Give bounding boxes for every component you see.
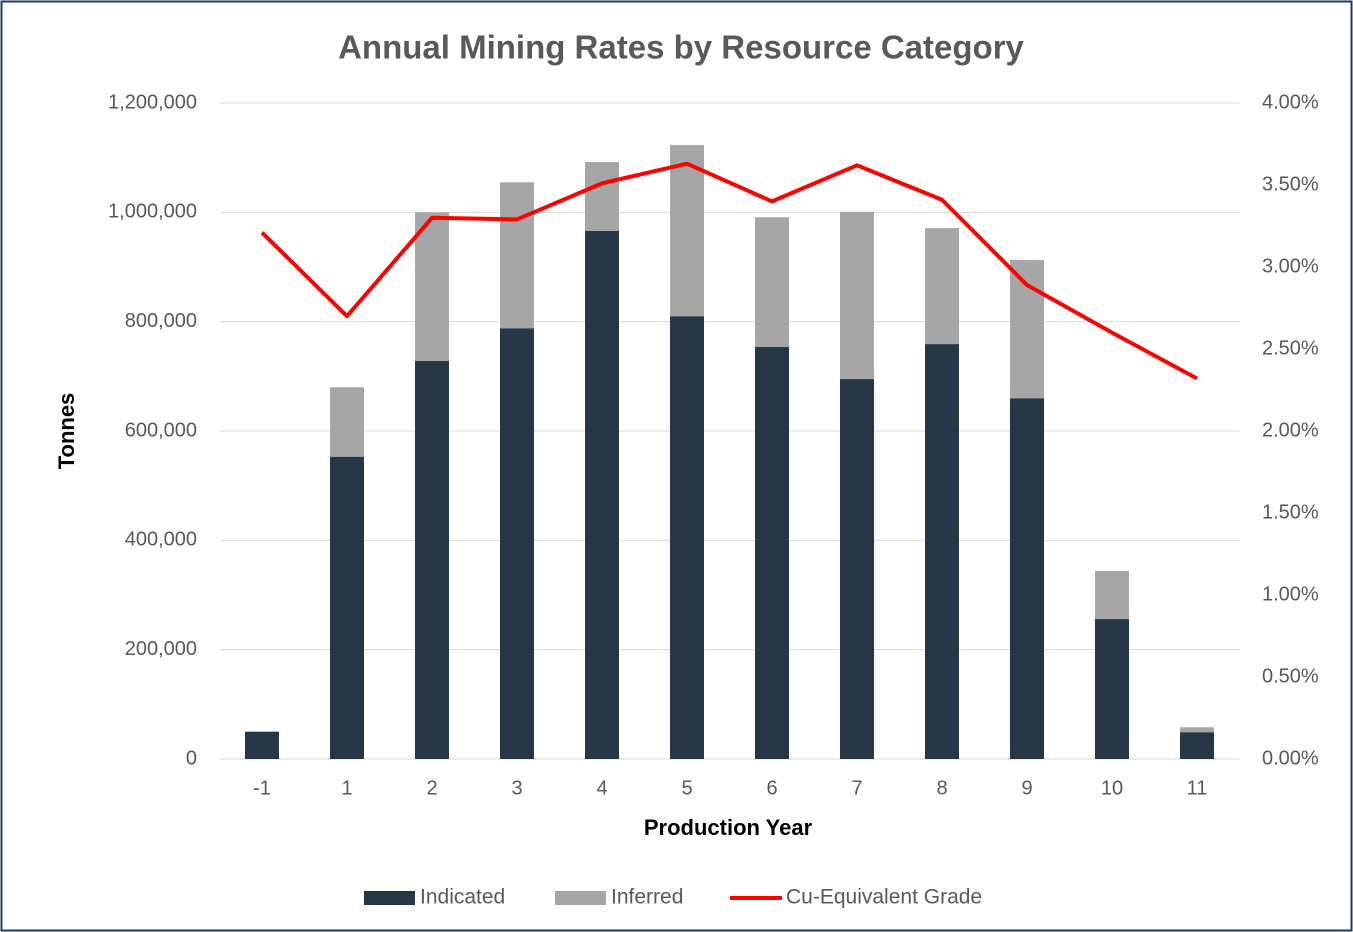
- bar: [755, 217, 789, 347]
- x-tick-label: 6: [766, 777, 777, 799]
- y2-tick-label: 0.50%: [1262, 665, 1319, 687]
- bar: [1180, 727, 1214, 733]
- bar: [840, 379, 874, 759]
- y2-tick-label: 0.00%: [1262, 747, 1319, 769]
- y2-tick-label: 2.00%: [1262, 419, 1319, 441]
- x-tick-label: 11: [1187, 777, 1208, 799]
- y2-tick-label: 1.50%: [1262, 501, 1319, 523]
- y2-tick-label: 3.50%: [1262, 173, 1319, 195]
- bar: [330, 387, 364, 457]
- x-tick-label: -1: [253, 777, 271, 799]
- bar: [415, 212, 449, 362]
- x-tick-label: 5: [681, 777, 692, 799]
- bar: [415, 361, 449, 759]
- y2-tick-label: 3.00%: [1262, 255, 1319, 277]
- y-tick-label: 200,000: [125, 638, 197, 660]
- y-tick-label: 1,000,000: [108, 201, 197, 223]
- y2-tick-label: 2.50%: [1262, 337, 1319, 359]
- bar: [925, 344, 959, 759]
- legend-label: Indicated: [420, 886, 505, 909]
- bar: [500, 328, 534, 759]
- y-tick-label: 600,000: [125, 419, 197, 441]
- bar: [1010, 398, 1044, 759]
- x-tick-label: 4: [596, 777, 607, 799]
- y-tick-label: 400,000: [125, 529, 197, 551]
- x-tick-label: 1: [341, 777, 352, 799]
- bar: [925, 228, 959, 345]
- bar: [585, 162, 619, 231]
- bar: [500, 182, 534, 329]
- bar: [1010, 259, 1044, 399]
- x-tick-label: 7: [851, 777, 862, 799]
- bar: [330, 456, 364, 759]
- x-tick-label: 2: [426, 777, 437, 799]
- bar: [1095, 570, 1129, 620]
- chart-title: Annual Mining Rates by Resource Category: [338, 29, 1024, 66]
- y-tick-label: 800,000: [125, 310, 197, 332]
- bar: [840, 211, 874, 380]
- y-tick-label: 1,200,000: [108, 91, 197, 113]
- legend-swatch: [555, 891, 606, 905]
- y-tick-label: 0: [186, 747, 197, 769]
- bar: [755, 346, 789, 759]
- bar: [670, 145, 704, 317]
- bar: [1180, 732, 1214, 759]
- bar: [585, 230, 619, 760]
- bar: [1095, 619, 1129, 759]
- x-tick-label: 8: [936, 777, 947, 799]
- legend: Indicated Inferred Cu-Equivalent Grade: [364, 886, 982, 909]
- x-tick-label: 9: [1021, 777, 1032, 799]
- bar: [670, 316, 704, 759]
- bar: [245, 731, 279, 759]
- x-tick-label: 10: [1101, 777, 1123, 799]
- grade-line: [260, 161, 1198, 381]
- y2-tick-label: 4.00%: [1262, 91, 1319, 113]
- y-axis-title: Tonnes: [54, 393, 79, 470]
- legend-label: Cu-Equivalent Grade: [786, 886, 982, 909]
- legend-label: Inferred: [611, 886, 683, 909]
- y2-tick-label: 1.00%: [1262, 583, 1319, 605]
- x-axis-title: Production Year: [644, 815, 813, 840]
- legend-swatch: [364, 891, 415, 905]
- x-tick-label: 3: [511, 777, 522, 799]
